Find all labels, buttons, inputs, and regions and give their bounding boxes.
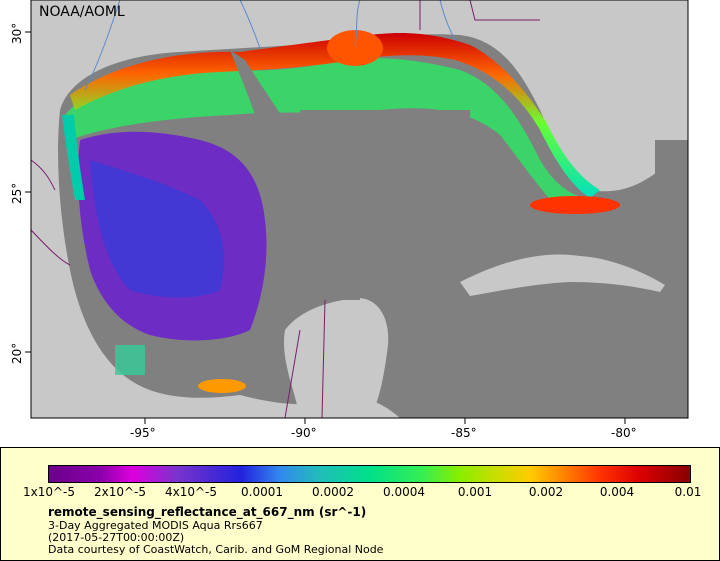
borders: [30, 0, 540, 419]
bahamas-water: [655, 140, 688, 250]
colorbar-tick: 0.001: [457, 485, 493, 499]
legend-title: remote_sensing_reflectance_at_667_nm (sr…: [48, 505, 367, 519]
colorbar-tick: 0.01: [674, 485, 702, 499]
colorbar-tick: 2x10^-5: [93, 485, 147, 499]
lat-tick: 30°: [10, 22, 24, 44]
lat-tick: 20°: [10, 342, 24, 364]
legend-dataset: 3-Day Aggregated MODIS Aqua Rrs667: [48, 519, 263, 532]
rivers: [84, 0, 456, 91]
rrs-texas-coast: [62, 115, 85, 200]
florida: [560, 0, 688, 190]
rrs-florida-keys: [530, 196, 620, 214]
legend-time: (2017-05-27T00:00:00Z): [48, 531, 185, 544]
rrs-north-shelf: [65, 58, 590, 210]
rrs-mississippi-plume: [327, 30, 383, 66]
lon-tick: -85°: [451, 426, 477, 440]
lat-tick: 25°: [10, 182, 24, 204]
colorbar: [48, 465, 691, 483]
colorbar-tick: 0.004: [599, 485, 635, 499]
lon-tick: -90°: [291, 426, 317, 440]
colorbar-tick: 0.0004: [383, 485, 425, 499]
rrs-tabasco-plume: [198, 379, 246, 393]
lon-tick: -80°: [611, 426, 637, 440]
lon-tick: -95°: [130, 426, 156, 440]
gulf-of-mexico-map: [25, 0, 689, 424]
legend-panel: 1x10^-5 2x10^-5 4x10^-5 0.0001 0.0002 0.…: [0, 447, 720, 561]
colorbar-tick: 1x10^-5: [22, 485, 76, 499]
colorbar-tick: 0.002: [528, 485, 564, 499]
legend-credit: Data courtesy of CoastWatch, Carib. and …: [48, 543, 384, 556]
credit-label: NOAA/AOML: [39, 4, 125, 20]
axis-ticks: [25, 31, 626, 424]
cuba: [460, 254, 665, 296]
cloud-gap-east: [300, 110, 470, 208]
yucatan: [283, 298, 389, 418]
colorbar-tick: 0.0002: [312, 485, 354, 499]
colorbar-tick: 4x10^-5: [164, 485, 218, 499]
colorbar-tick: 0.0001: [241, 485, 283, 499]
rrs-west-gulf-blue: [90, 160, 224, 298]
rrs-campeche: [115, 345, 145, 375]
cloud-gap: [230, 50, 360, 300]
